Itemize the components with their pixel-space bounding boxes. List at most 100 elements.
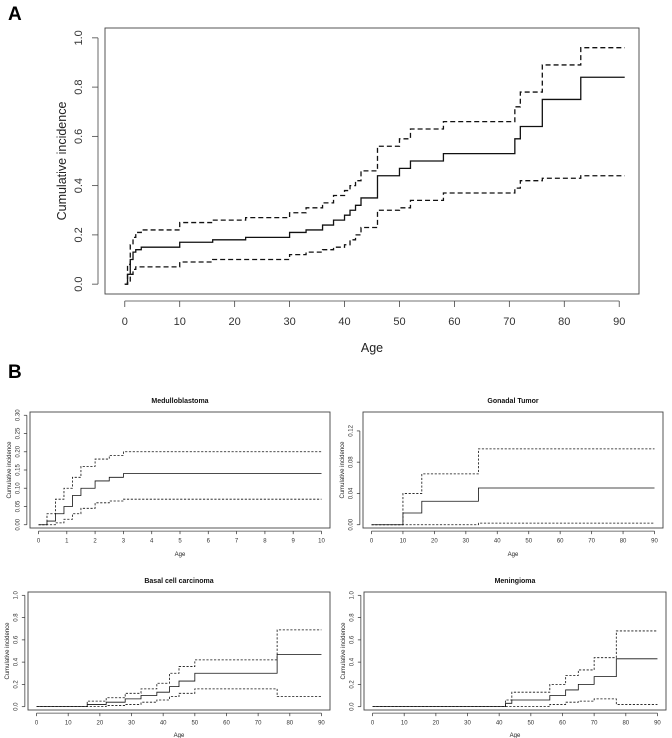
y-axis-label: Cumulative incidence [341,622,347,680]
y-tick-label: 0.6 [73,129,85,144]
y-tick-label: 0.30 [15,409,21,421]
x-tick-label: 10 [400,538,407,544]
y-axis-label: Cumulative incidence [5,622,11,680]
plot-frame [104,27,640,295]
x-tick-label: 2 [93,538,97,544]
x-tick-label: 0 [35,720,39,726]
y-tick-label: 0.12 [348,424,354,436]
x-tick-label: 90 [613,316,625,328]
chart-meningioma: Meningioma 0 10 20 30 40 50 60 70 80 90 0.0 0.2 0.4 0.… [341,578,667,738]
x-tick-label: 10 [65,720,72,726]
plot-frame [362,411,664,529]
y-tick-label: 0.4 [73,178,85,193]
x-axis-label: Age [175,552,186,558]
x-tick-label: 40 [494,538,501,544]
x-tick-label: 60 [448,316,460,328]
x-tick-label: 1 [65,538,69,544]
series-line-estimate [371,487,655,526]
y-tick-label: 0.6 [349,635,355,644]
series-line-lower [38,498,322,526]
x-tick-label: 60 [557,538,564,544]
y-tick-label: 0.6 [13,635,19,644]
x-tick-label: 6 [207,538,211,544]
series-line-estimate [38,473,322,526]
series-line-lower [124,175,625,285]
y-axis-label: Cumulative incidence [7,441,13,499]
x-tick-label: 30 [462,538,469,544]
y-tick-label: 0.00 [348,518,354,530]
series-line-upper [371,448,655,526]
y-tick-label: 0.00 [15,518,21,530]
x-tick-label: 0 [371,720,375,726]
chart-medulloblastoma: Medulloblastoma 0 1 2 3 4 5 6 7 8 9 10 0.00 0.05 0.10 0… [7,398,331,558]
chart-title: Basal cell carcinoma [144,578,213,585]
y-tick-label: 0.25 [15,427,21,439]
x-tick-label: 0 [37,538,41,544]
x-tick-label: 20 [433,720,440,726]
y-tick-label: 0.4 [349,657,355,666]
x-tick-label: 30 [128,720,135,726]
y-tick-label: 0.2 [349,680,355,689]
y-tick-label: 0.0 [73,276,85,291]
y-tick-label: 0.0 [349,702,355,711]
y-tick-label: 0.0 [13,702,19,711]
x-tick-label: 60 [559,720,566,726]
x-tick-label: 5 [178,538,182,544]
plot-frame [29,411,331,529]
x-tick-label: 70 [255,720,262,726]
x-tick-label: 40 [160,720,167,726]
x-tick-label: 8 [263,538,267,544]
x-tick-label: 70 [591,720,598,726]
y-tick-label: 0.8 [349,613,355,622]
chart-title: Gonadal Tumor [487,398,538,405]
y-tick-label: 1.0 [73,30,85,45]
y-tick-label: 0.15 [15,464,21,476]
series-line-estimate [36,653,322,708]
x-tick-label: 3 [122,538,126,544]
plot-frame [27,591,331,711]
x-axis-label: Age [510,733,521,738]
x-axis-label: Age [361,341,383,355]
x-tick-label: 0 [122,316,128,328]
x-tick-label: 80 [558,316,570,328]
x-tick-label: 90 [318,720,325,726]
x-tick-label: 10 [318,538,325,544]
x-tick-label: 0 [370,538,374,544]
series-line-upper [36,629,322,708]
x-tick-label: 30 [283,316,295,328]
plot-frame [363,591,667,711]
series-line-estimate [372,658,658,708]
y-tick-label: 0.10 [15,482,21,494]
series-line-upper [372,630,658,708]
y-tick-label: 0.08 [348,456,354,468]
x-tick-label: 10 [174,316,186,328]
x-tick-label: 70 [503,316,515,328]
chart-a-cumulative-incidence: 0 10 20 30 40 50 60 70 80 90 0.0 0.2 0.4 0.6 0.8 1.0 Age… [55,27,640,355]
series-line-estimate [124,76,625,285]
chart-basal-cell-carcinoma: Basal cell carcinoma 0 10 20 30 40 50 60 70 80 90 0… [5,578,331,738]
x-tick-label: 7 [235,538,239,544]
chart-gonadal-tumor: Gonadal Tumor 0 10 20 30 40 50 60 70 80 90 0.00 0.04… [340,398,664,558]
y-axis-label: Cumulative incidence [55,102,69,221]
x-tick-label: 40 [496,720,503,726]
x-tick-label: 80 [622,720,629,726]
x-axis-label: Age [508,552,519,558]
x-tick-label: 60 [223,720,230,726]
x-tick-label: 50 [525,538,532,544]
x-tick-label: 80 [286,720,293,726]
x-tick-label: 4 [150,538,154,544]
x-tick-label: 20 [229,316,241,328]
x-tick-label: 80 [620,538,627,544]
y-tick-label: 1.0 [349,591,355,600]
x-tick-label: 70 [588,538,595,544]
series-line-lower [372,698,658,708]
chart-title: Meningioma [495,578,536,585]
y-axis-label: Cumulative incidence [340,441,346,499]
y-tick-label: 0.20 [15,445,21,457]
series-line-upper [124,47,625,285]
chart-title: Medulloblastoma [151,398,208,405]
x-tick-label: 10 [401,720,408,726]
y-tick-label: 0.4 [13,657,19,666]
x-tick-label: 30 [464,720,471,726]
